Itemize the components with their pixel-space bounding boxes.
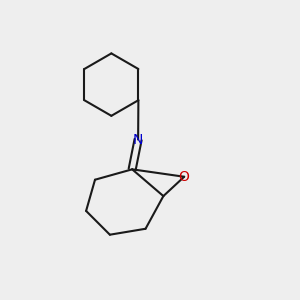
Text: O: O	[179, 170, 190, 184]
Text: N: N	[133, 133, 143, 147]
